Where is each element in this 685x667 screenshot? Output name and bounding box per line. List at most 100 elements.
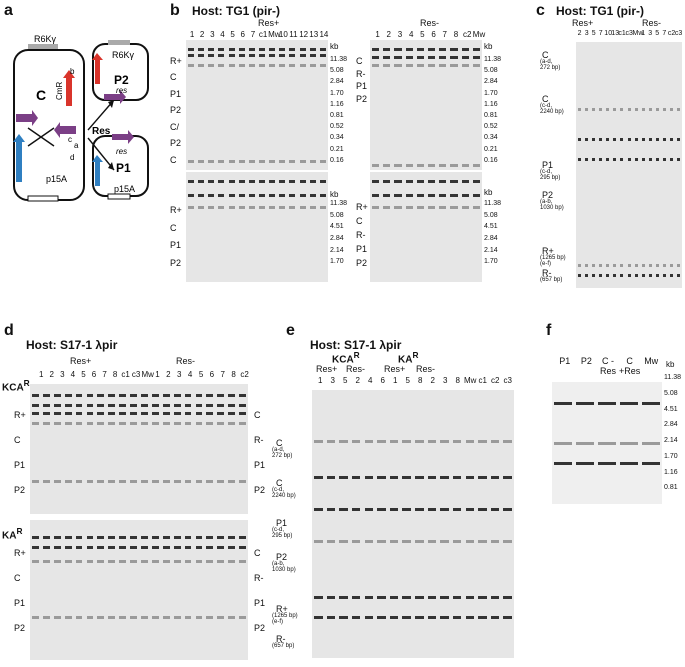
kb-label: 1.16 — [664, 468, 678, 476]
gel-band — [239, 404, 246, 407]
gel-band — [372, 194, 380, 197]
gel-band — [428, 48, 436, 51]
gel-band — [239, 412, 246, 415]
gel-band — [162, 404, 170, 407]
gel-band — [184, 616, 192, 619]
row-sublabel: 2240 bp) — [272, 493, 296, 499]
gel-band — [195, 480, 203, 483]
gel-band — [440, 596, 449, 599]
gel-band — [217, 394, 225, 397]
gel-band — [53, 404, 61, 407]
gel-band — [613, 264, 617, 267]
lane-label: 8 — [112, 370, 118, 379]
row-label: R- — [356, 68, 366, 79]
gel-band — [119, 560, 127, 563]
gel-band — [248, 194, 255, 197]
gel-band — [188, 48, 195, 51]
gel-band — [173, 404, 181, 407]
gel-band — [32, 404, 39, 407]
gel-band — [259, 48, 266, 51]
row-label: C — [276, 438, 283, 448]
gel-band — [228, 54, 235, 57]
row-sublabel: (c-d, — [540, 103, 552, 109]
gel-band — [239, 394, 246, 397]
gel-band — [440, 476, 449, 479]
row-label: P1 — [254, 598, 266, 608]
gel-band — [351, 540, 361, 543]
gel-band — [162, 560, 170, 563]
gel-band — [439, 164, 447, 167]
lane-label: 5 — [591, 30, 596, 37]
gel-band — [198, 54, 205, 57]
kb-label: 5.08 — [484, 211, 498, 219]
row-label: C/ — [170, 121, 179, 132]
gel-band — [428, 56, 436, 59]
kb-label: 0.21 — [330, 145, 344, 153]
kb-label: 1.70 — [330, 89, 344, 97]
gel-band — [439, 180, 447, 183]
gel-band — [450, 180, 458, 183]
panel-d-row-labels-right-top: C R- P1 P2 — [254, 410, 274, 510]
gel-band — [578, 264, 582, 267]
row-label: P1 — [356, 244, 368, 254]
gel-band — [662, 264, 666, 267]
gel-band — [53, 394, 61, 397]
lane-label: 7 — [598, 30, 603, 37]
gel-band — [238, 48, 245, 51]
gel-band — [184, 412, 192, 415]
gel-band — [119, 480, 127, 483]
row-sublabel: (a-d, — [272, 447, 285, 453]
gel-band — [402, 596, 411, 599]
gel-band — [450, 164, 458, 167]
gel-band — [64, 480, 72, 483]
lane-label: C -Res — [599, 356, 616, 376]
gel-band — [42, 480, 50, 483]
gel-band — [613, 158, 617, 161]
gel-band — [351, 508, 361, 511]
gel-band — [42, 546, 50, 549]
lane-label: 7 — [102, 370, 107, 379]
gel-band — [634, 138, 638, 141]
gel-band — [620, 264, 624, 267]
kb-label: 4.51 — [484, 223, 498, 231]
gel-band — [599, 158, 603, 161]
row-label: C — [14, 573, 21, 583]
gel-band — [461, 206, 469, 209]
row-label: R- — [254, 573, 264, 583]
gel-band — [578, 158, 582, 161]
gel-band — [326, 596, 336, 599]
gel-band — [503, 440, 512, 443]
gel-d-bottom — [30, 520, 248, 660]
gel-band — [554, 442, 572, 445]
gel-band — [195, 422, 203, 425]
gel-band — [669, 108, 673, 111]
lane-label: 4 — [220, 30, 225, 39]
gel-band — [108, 616, 116, 619]
gel-band — [206, 560, 214, 563]
gel-band — [576, 442, 594, 445]
gel-band — [351, 616, 361, 619]
gel-band — [228, 404, 236, 407]
row-label: R+ — [14, 410, 26, 420]
panel-f-lane-labels: P1 P2 C -Res C +Res Mw — [554, 356, 662, 380]
lane-label: 14 — [319, 30, 329, 39]
gel-band — [592, 264, 596, 267]
lane-label: 2 — [386, 30, 391, 39]
gel-band — [248, 54, 255, 57]
gel-band — [279, 54, 286, 57]
gel-band — [655, 138, 659, 141]
gel-band — [439, 64, 447, 67]
gel-band — [405, 48, 413, 51]
gel-band — [427, 616, 437, 619]
gel-band — [377, 476, 386, 479]
gel-band — [620, 274, 624, 277]
gel-band — [130, 560, 137, 563]
gel-band — [578, 138, 582, 141]
gel-band — [228, 180, 235, 183]
panel-b-kb-bottom-right: 11.38 5.08 4.51 2.84 2.14 1.70 — [484, 200, 514, 270]
kb-label: 4.51 — [664, 405, 678, 413]
kb-label: 2.14 — [330, 246, 344, 254]
gel-band — [259, 64, 266, 67]
gel-band — [289, 160, 296, 163]
gel-band — [259, 180, 266, 183]
